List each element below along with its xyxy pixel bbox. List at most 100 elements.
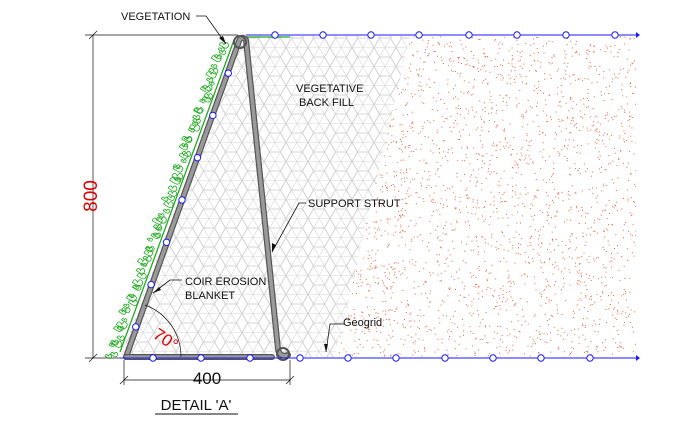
soil-dot xyxy=(631,127,633,129)
soil-dot xyxy=(512,244,514,246)
soil-dot xyxy=(531,107,533,109)
soil-dot xyxy=(594,130,596,132)
soil-dot xyxy=(394,175,396,177)
soil-dot xyxy=(429,271,431,273)
soil-dot xyxy=(440,203,442,205)
vegetation-tuft xyxy=(116,326,125,331)
soil-dot xyxy=(360,274,362,276)
soil-dot xyxy=(532,248,534,250)
soil-dot xyxy=(487,287,489,288)
soil-dot xyxy=(459,336,461,338)
soil-dot xyxy=(550,339,552,341)
soil-dot xyxy=(387,233,389,235)
soil-dot xyxy=(503,145,505,147)
soil-dot xyxy=(567,144,569,146)
soil-dot xyxy=(505,213,507,215)
soil-dot xyxy=(495,150,497,152)
soil-dot xyxy=(489,71,491,73)
soil-dot xyxy=(526,301,528,303)
geogrid-label: Geogrid xyxy=(343,317,382,329)
soil-dot xyxy=(550,63,552,65)
soil-dot xyxy=(502,65,503,67)
soil-dot xyxy=(359,343,361,345)
soil-dot xyxy=(452,229,454,231)
soil-dot xyxy=(541,243,543,244)
soil-dot xyxy=(422,125,424,127)
soil-dot xyxy=(406,203,408,204)
soil-dot xyxy=(491,155,493,157)
soil-dot xyxy=(401,92,402,94)
soil-dot xyxy=(615,190,617,191)
soil-dot xyxy=(638,201,639,202)
soil-dot xyxy=(595,348,597,350)
soil-dot xyxy=(557,330,559,331)
soil-dot xyxy=(439,239,441,241)
soil-dot xyxy=(410,320,412,322)
soil-dot xyxy=(468,294,470,296)
soil-dot xyxy=(444,225,446,227)
soil-dot xyxy=(514,160,516,162)
soil-dot xyxy=(568,139,570,141)
soil-dot xyxy=(586,351,588,352)
soil-dot xyxy=(517,320,519,322)
soil-dot xyxy=(557,268,559,270)
soil-dot xyxy=(358,273,360,275)
soil-dot xyxy=(389,272,390,274)
soil-dot xyxy=(433,119,435,121)
soil-dot xyxy=(406,103,407,105)
soil-dot xyxy=(412,354,414,356)
soil-dot xyxy=(516,50,518,52)
soil-dot xyxy=(487,83,489,85)
soil-dot xyxy=(392,125,394,127)
soil-dot xyxy=(452,315,454,317)
soil-dot xyxy=(521,114,523,116)
soil-dot xyxy=(395,171,397,173)
soil-dot xyxy=(364,332,366,334)
soil-dot xyxy=(398,190,400,192)
soil-dot xyxy=(493,196,495,198)
soil-dot xyxy=(563,62,565,64)
soil-dot xyxy=(609,85,610,87)
soil-dot xyxy=(595,187,597,189)
soil-dot xyxy=(524,273,526,275)
soil-dot xyxy=(535,197,537,198)
soil-dot xyxy=(639,172,640,173)
soil-dot xyxy=(573,146,575,148)
soil-dot xyxy=(590,175,592,177)
soil-dot xyxy=(609,213,610,214)
soil-dot xyxy=(483,220,485,222)
soil-dot xyxy=(510,153,512,155)
soil-dot xyxy=(395,262,397,263)
soil-dot xyxy=(464,285,466,287)
soil-dot xyxy=(445,221,447,223)
soil-dot xyxy=(425,49,426,51)
soil-dot xyxy=(520,222,521,224)
soil-dot xyxy=(475,129,477,131)
vegetation-tuft xyxy=(136,258,149,266)
soil-dot xyxy=(533,43,535,45)
soil-dot xyxy=(519,331,521,333)
soil-dot xyxy=(587,346,589,348)
soil-dot xyxy=(394,231,396,233)
soil-dot xyxy=(460,212,461,214)
soil-dot xyxy=(471,305,473,307)
vegetation-tuft xyxy=(155,216,167,224)
soil-dot xyxy=(403,215,405,217)
soil-dot xyxy=(552,273,554,275)
soil-dot xyxy=(630,321,632,323)
soil-dot xyxy=(569,284,571,286)
soil-dot xyxy=(419,68,420,70)
soil-dot xyxy=(522,309,524,311)
soil-dot xyxy=(348,315,350,317)
soil-dot xyxy=(388,318,390,320)
soil-dot xyxy=(441,240,443,242)
soil-dot xyxy=(508,238,510,240)
soil-dot xyxy=(603,249,605,251)
soil-dot xyxy=(587,78,589,80)
soil-dot xyxy=(618,269,620,271)
soil-dot xyxy=(586,317,588,319)
soil-dot xyxy=(605,284,607,286)
soil-dot xyxy=(490,272,492,274)
soil-dot xyxy=(490,60,492,61)
soil-dot xyxy=(438,310,440,312)
